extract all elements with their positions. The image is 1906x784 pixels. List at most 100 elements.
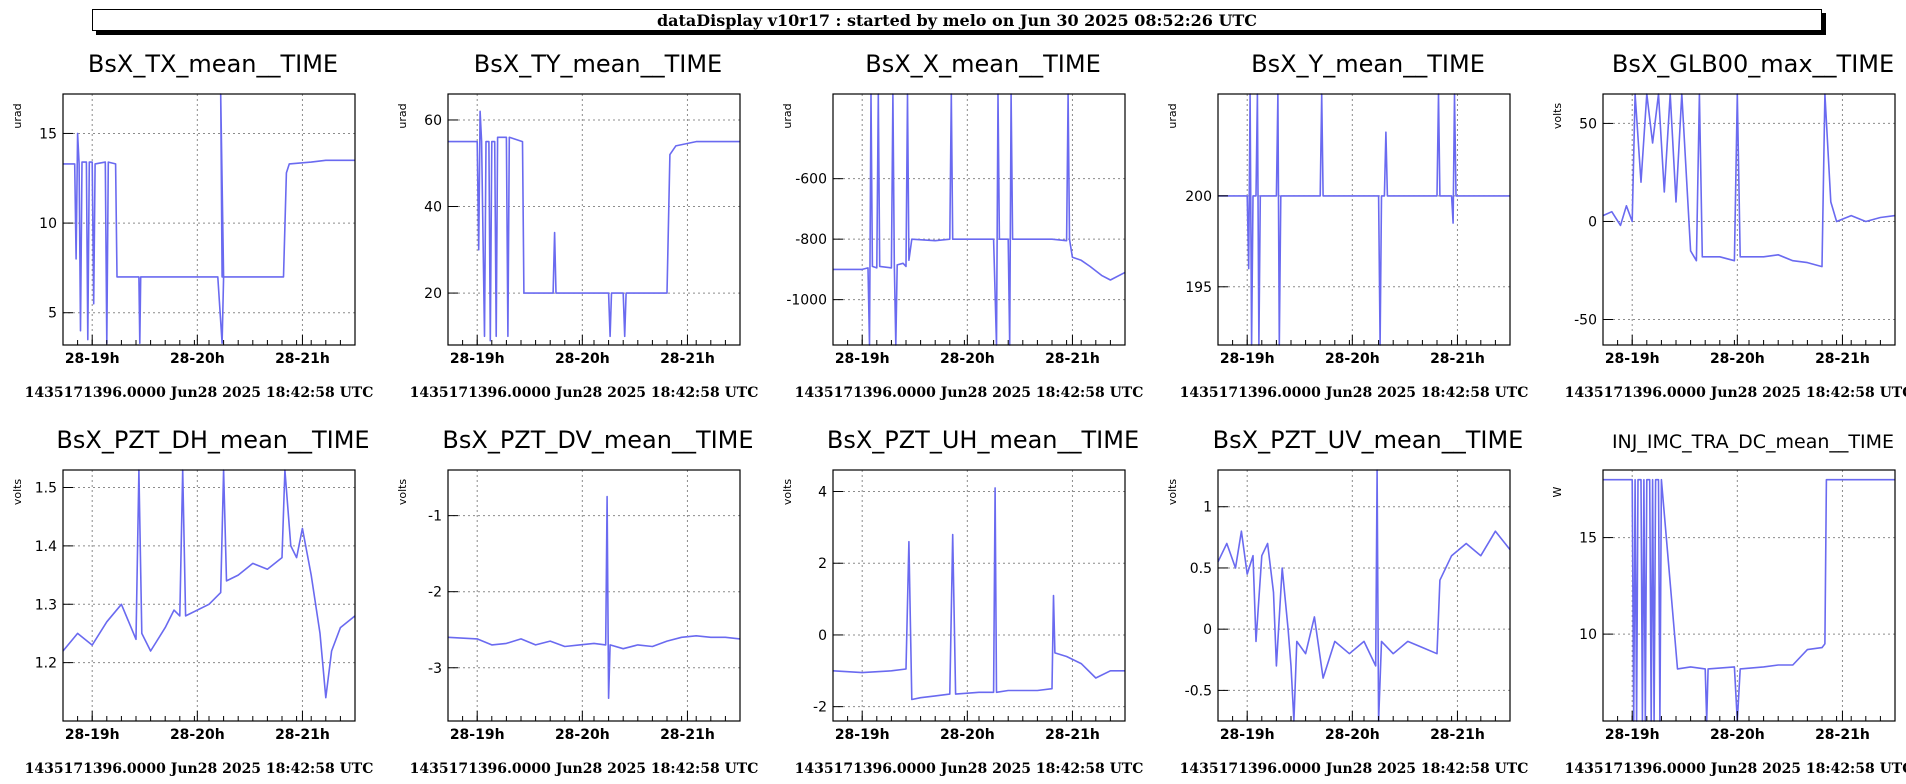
x-tick-label: 28-20h	[170, 727, 225, 743]
x-tick-label: 28-19h	[65, 727, 120, 743]
x-tick-label: 28-21h	[1815, 351, 1870, 367]
y-tick-label: 0	[1588, 214, 1597, 230]
x-tick-label: 28-19h	[65, 351, 120, 367]
series-line	[1217, 469, 1511, 722]
x-tick-label: 28-19h	[450, 351, 505, 367]
y-axis-label: volts	[11, 479, 24, 506]
y-tick-label: -1	[428, 509, 442, 525]
series-line	[832, 487, 1125, 701]
chart-title: BsX_PZT_UV_mean__TIME	[1213, 426, 1524, 454]
chart-1: BsX_TX_mean__TIME 5 10 15 28-19h 28-20h 28-21h…	[11, 50, 373, 401]
plot-frame	[62, 469, 356, 722]
series-line	[448, 110, 740, 342]
y-tick-label: 10	[39, 216, 57, 232]
y-tick-label: 2	[818, 556, 827, 572]
chart-9: BsX_PZT_UV_mean__TIME -0.5 0 0.5 1 28-19h 28-2…	[1166, 426, 1528, 777]
plot-frame	[1217, 469, 1511, 722]
x-axis-label: 1435171396.0000 Jun28 2025 18:42:58 UTC	[25, 761, 374, 777]
x-tick-label: 28-21h	[1430, 727, 1485, 743]
y-tick-label: 10	[1579, 627, 1597, 643]
plot-frame	[1217, 93, 1511, 346]
chart-title: BsX_Y_mean__TIME	[1251, 50, 1485, 78]
y-tick-label: -0.5	[1185, 683, 1212, 699]
y-axis-label: volts	[396, 479, 409, 506]
chart-6: BsX_PZT_DH_mean__TIME 1.2 1.3 1.4 1.5 28-19h 2…	[11, 426, 373, 777]
x-tick-label: 28-19h	[1605, 727, 1660, 743]
x-axis-label: 1435171396.0000 Jun28 2025 18:42:58 UTC	[795, 385, 1144, 401]
y-tick-label: 1	[1203, 500, 1212, 516]
y-tick-label: 200	[1185, 189, 1212, 205]
y-tick-label: 1.5	[35, 481, 57, 497]
y-tick-label: 15	[39, 126, 57, 142]
grid-lines	[1218, 94, 1510, 345]
y-tick-label: 5	[48, 306, 57, 322]
y-tick-label: -2	[428, 585, 442, 601]
series-line	[1603, 478, 1895, 722]
y-axis-label: urad	[1166, 103, 1179, 128]
x-axis-label: 1435171396.0000 Jun28 2025 18:42:58 UTC	[25, 385, 374, 401]
x-tick-label: 28-21h	[660, 727, 715, 743]
series-line	[62, 469, 356, 699]
chart-title: INJ_IMC_TRA_DC_mean__TIME	[1612, 431, 1894, 453]
y-tick-label: 4	[818, 485, 827, 501]
x-tick-label: 28-19h	[1220, 351, 1275, 367]
y-tick-label: -3	[428, 661, 442, 677]
x-tick-label: 28-21h	[1045, 351, 1100, 367]
header-title: dataDisplay v10r17 : started by melo on …	[656, 10, 1258, 30]
y-axis-label: W	[1551, 486, 1564, 497]
y-tick-label: 0	[1203, 622, 1212, 638]
y-axis-label: urad	[396, 103, 409, 128]
x-tick-label: 28-20h	[1710, 351, 1765, 367]
grid-lines	[448, 470, 740, 721]
series-line	[1218, 93, 1510, 346]
y-axis-label: urad	[11, 103, 24, 128]
y-tick-label: 1.3	[35, 597, 57, 613]
y-axis-label: volts	[1166, 479, 1179, 506]
x-axis-label: 1435171396.0000 Jun28 2025 18:42:58 UTC	[1180, 761, 1529, 777]
series-line	[1602, 93, 1896, 268]
chart-title: BsX_PZT_DH_mean__TIME	[56, 426, 369, 454]
x-axis-label: 1435171396.0000 Jun28 2025 18:42:58 UTC	[410, 385, 759, 401]
chart-4: BsX_Y_mean__TIME 195 200 28-19h 28-20h 28-21h…	[1166, 50, 1528, 401]
y-axis-label: volts	[781, 479, 794, 506]
chart-10: INJ_IMC_TRA_DC_mean__TIME 10 15 28-19h 28-20…	[1551, 431, 1906, 777]
y-tick-label: -600	[795, 172, 827, 188]
x-tick-label: 28-19h	[835, 351, 890, 367]
x-tick-label: 28-19h	[1220, 727, 1275, 743]
y-tick-label: 195	[1185, 280, 1212, 296]
x-tick-label: 28-19h	[1605, 351, 1660, 367]
plot-frame	[1602, 93, 1896, 346]
chart-title: BsX_PZT_DV_mean__TIME	[442, 426, 753, 454]
x-tick-label: 28-20h	[1710, 727, 1765, 743]
chart-8: BsX_PZT_UH_mean__TIME -2 0 2 4 28-19h 28-20h 28…	[781, 426, 1143, 777]
y-tick-label: 50	[1579, 116, 1597, 132]
series-line	[833, 93, 1126, 346]
grid-lines	[1603, 94, 1895, 345]
y-tick-label: 20	[424, 286, 442, 302]
grid-lines	[63, 470, 355, 721]
x-axis-label: 1435171396.0000 Jun28 2025 18:42:58 UTC	[1565, 761, 1906, 777]
y-tick-label: 40	[424, 200, 442, 216]
x-tick-label: 28-20h	[555, 351, 610, 367]
x-tick-label: 28-20h	[940, 351, 995, 367]
grid-lines	[833, 470, 1125, 721]
y-tick-label: 0	[818, 628, 827, 644]
x-axis-label: 1435171396.0000 Jun28 2025 18:42:58 UTC	[1180, 385, 1529, 401]
x-tick-label: 28-21h	[275, 727, 330, 743]
chart-title: BsX_TY_mean__TIME	[474, 50, 722, 78]
chart-5: BsX_GLB00_max__TIME -50 0 50 28-19h 28-20h 28-…	[1551, 50, 1906, 401]
x-tick-label: 28-21h	[1815, 727, 1870, 743]
x-tick-label: 28-20h	[1325, 727, 1380, 743]
y-tick-label: 1.2	[35, 656, 57, 672]
header-title-bar: dataDisplay v10r17 : started by melo on …	[92, 9, 1822, 31]
plot-frame	[447, 469, 741, 722]
series-line	[63, 93, 355, 345]
y-tick-label: -1000	[786, 293, 827, 309]
x-tick-label: 28-19h	[835, 727, 890, 743]
y-axis-label: urad	[781, 103, 794, 128]
x-tick-label: 28-20h	[170, 351, 225, 367]
x-tick-label: 28-21h	[1045, 727, 1100, 743]
x-tick-label: 28-20h	[940, 727, 995, 743]
chart-title: BsX_X_mean__TIME	[865, 50, 1101, 78]
